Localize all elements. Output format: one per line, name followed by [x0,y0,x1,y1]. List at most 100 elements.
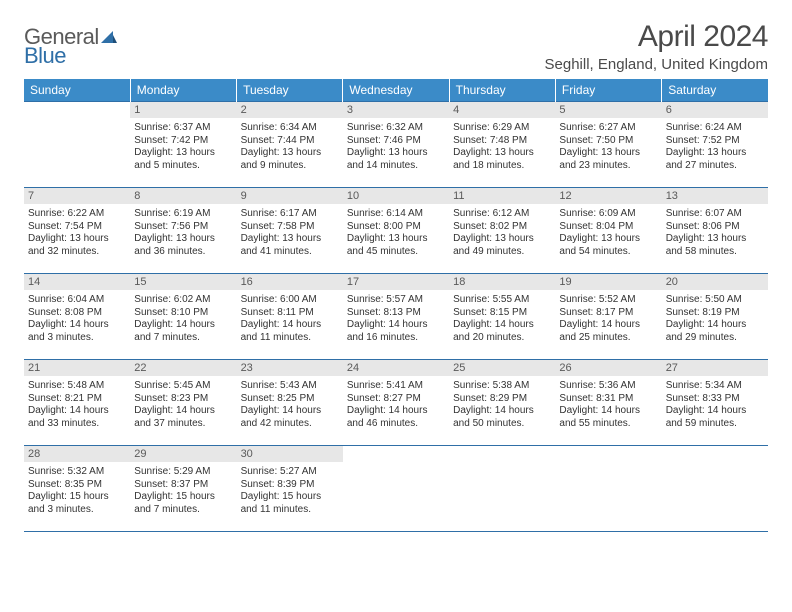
weekday-header: Thursday [449,79,555,102]
sunrise-line: Sunrise: 5:38 AM [453,380,551,393]
calendar-cell: 22 Sunrise: 5:45 AMSunset: 8:23 PMDayligh… [130,360,236,446]
calendar-cell: 27Sunrise: 5:34 AMSunset: 8:33 PMDayligh… [662,360,768,446]
calendar-cell: 21Sunrise: 5:48 AMSunset: 8:21 PMDayligh… [24,360,130,446]
day-details: Sunrise: 6:07 AMSunset: 8:06 PMDaylight:… [662,206,768,262]
day-details: Sunrise: 6:24 AMSunset: 7:52 PMDaylight:… [662,120,768,176]
day-details: Sunrise: 6:27 AMSunset: 7:50 PMDaylight:… [555,120,661,176]
weekday-header: Tuesday [237,79,343,102]
day-details: Sunrise: 6:19 AMSunset: 7:56 PMDaylight:… [130,206,236,262]
calendar-cell: 7Sunrise: 6:22 AMSunset: 7:54 PMDaylight… [24,188,130,274]
day-details: Sunrise: 5:52 AMSunset: 8:17 PMDaylight:… [555,292,661,348]
day-details: Sunrise: 6:14 AMSunset: 8:00 PMDaylight:… [343,206,449,262]
sunrise-line: Sunrise: 5:36 AM [559,380,657,393]
sunset-line: Sunset: 8:25 PM [241,393,339,406]
calendar-cell: 4Sunrise: 6:29 AMSunset: 7:48 PMDaylight… [449,102,555,188]
daylight-line-2: and 7 minutes. [134,504,232,517]
daylight-line-2: and 29 minutes. [666,332,764,345]
day-details: Sunrise: 5:41 AMSunset: 8:27 PMDaylight:… [343,378,449,434]
daylight-line-1: Daylight: 13 hours [666,233,764,246]
calendar-cell: 14Sunrise: 6:04 AMSunset: 8:08 PMDayligh… [24,274,130,360]
sunset-line: Sunset: 8:13 PM [347,307,445,320]
sunset-line: Sunset: 7:56 PM [134,221,232,234]
calendar-cell: 16Sunrise: 6:00 AMSunset: 8:11 PMDayligh… [237,274,343,360]
daylight-line-2: and 16 minutes. [347,332,445,345]
sunset-line: Sunset: 7:54 PM [28,221,126,234]
sunrise-line: Sunrise: 6:12 AM [453,208,551,221]
day-details: Sunrise: 5:50 AMSunset: 8:19 PMDaylight:… [662,292,768,348]
daylight-line-2: and 3 minutes. [28,504,126,517]
calendar-cell: 26Sunrise: 5:36 AMSunset: 8:31 PMDayligh… [555,360,661,446]
calendar-cell: 6Sunrise: 6:24 AMSunset: 7:52 PMDaylight… [662,102,768,188]
sunrise-line: Sunrise: 6:14 AM [347,208,445,221]
sunset-line: Sunset: 8:06 PM [666,221,764,234]
sunrise-line: Sunrise: 6:34 AM [241,122,339,135]
day-number: 30 [237,446,343,462]
daylight-line-2: and 37 minutes. [134,418,232,431]
daylight-line-2: and 33 minutes. [28,418,126,431]
daylight-line-1: Daylight: 13 hours [347,233,445,246]
daylight-line-2: and 54 minutes. [559,246,657,259]
day-number: 22 [130,360,236,376]
day-number: 18 [449,274,555,290]
sunrise-line: Sunrise: 5:48 AM [28,380,126,393]
sunset-line: Sunset: 8:02 PM [453,221,551,234]
sunrise-line: Sunrise: 5:52 AM [559,294,657,307]
sunset-line: Sunset: 8:29 PM [453,393,551,406]
calendar-cell [662,446,768,532]
sunrise-line: Sunrise: 6:04 AM [28,294,126,307]
day-number: 24 [343,360,449,376]
calendar-page: General Blue April 2024 Seghill, England… [0,0,792,532]
day-details: Sunrise: 6:34 AMSunset: 7:44 PMDaylight:… [237,120,343,176]
day-details: Sunrise: 5:32 AMSunset: 8:35 PMDaylight:… [24,464,130,520]
daylight-line-2: and 36 minutes. [134,246,232,259]
daylight-line-2: and 59 minutes. [666,418,764,431]
day-number: 19 [555,274,661,290]
sunset-line: Sunset: 7:42 PM [134,135,232,148]
daylight-line-1: Daylight: 15 hours [134,491,232,504]
daylight-line-1: Daylight: 14 hours [134,405,232,418]
sunset-line: Sunset: 8:10 PM [134,307,232,320]
sunrise-line: Sunrise: 6:37 AM [134,122,232,135]
day-details: Sunrise: 6:02 AMSunset: 8:10 PMDaylight:… [130,292,236,348]
day-number: 2 [237,102,343,118]
calendar-cell: 13 Sunrise: 6:07 AMSunset: 8:06 PMDayligh… [662,188,768,274]
weekday-header-row: Sunday Monday Tuesday Wednesday Thursday… [24,79,768,102]
daylight-line-1: Daylight: 13 hours [241,147,339,160]
day-details: Sunrise: 6:37 AMSunset: 7:42 PMDaylight:… [130,120,236,176]
daylight-line-1: Daylight: 13 hours [241,233,339,246]
day-number: 23 [237,360,343,376]
day-details: Sunrise: 6:12 AMSunset: 8:02 PMDaylight:… [449,206,555,262]
calendar-cell [449,446,555,532]
sunset-line: Sunset: 8:33 PM [666,393,764,406]
day-number: 11 [449,188,555,204]
sunrise-line: Sunrise: 5:34 AM [666,380,764,393]
daylight-line-1: Daylight: 13 hours [134,233,232,246]
daylight-line-1: Daylight: 13 hours [453,233,551,246]
day-number: 13 [662,188,768,204]
daylight-line-2: and 14 minutes. [347,160,445,173]
weekday-header: Friday [555,79,661,102]
day-number: 14 [24,274,130,290]
sunset-line: Sunset: 7:58 PM [241,221,339,234]
calendar-cell: 9Sunrise: 6:17 AMSunset: 7:58 PMDaylight… [237,188,343,274]
daylight-line-2: and 49 minutes. [453,246,551,259]
daylight-line-1: Daylight: 14 hours [347,319,445,332]
daylight-line-1: Daylight: 14 hours [666,405,764,418]
day-number: 17 [343,274,449,290]
sunset-line: Sunset: 8:35 PM [28,479,126,492]
sunrise-line: Sunrise: 6:27 AM [559,122,657,135]
daylight-line-1: Daylight: 15 hours [28,491,126,504]
daylight-line-2: and 41 minutes. [241,246,339,259]
sunset-line: Sunset: 8:19 PM [666,307,764,320]
day-details: Sunrise: 5:45 AMSunset: 8:23 PMDaylight:… [130,378,236,434]
sunset-line: Sunset: 8:15 PM [453,307,551,320]
daylight-line-1: Daylight: 14 hours [134,319,232,332]
calendar-week-row: 21Sunrise: 5:48 AMSunset: 8:21 PMDayligh… [24,360,768,446]
day-details: Sunrise: 6:17 AMSunset: 7:58 PMDaylight:… [237,206,343,262]
calendar-cell: 24 Sunrise: 5:41 AMSunset: 8:27 PMDayligh… [343,360,449,446]
daylight-line-1: Daylight: 15 hours [241,491,339,504]
daylight-line-2: and 23 minutes. [559,160,657,173]
sunset-line: Sunset: 7:46 PM [347,135,445,148]
daylight-line-1: Daylight: 14 hours [559,405,657,418]
sunrise-line: Sunrise: 5:32 AM [28,466,126,479]
